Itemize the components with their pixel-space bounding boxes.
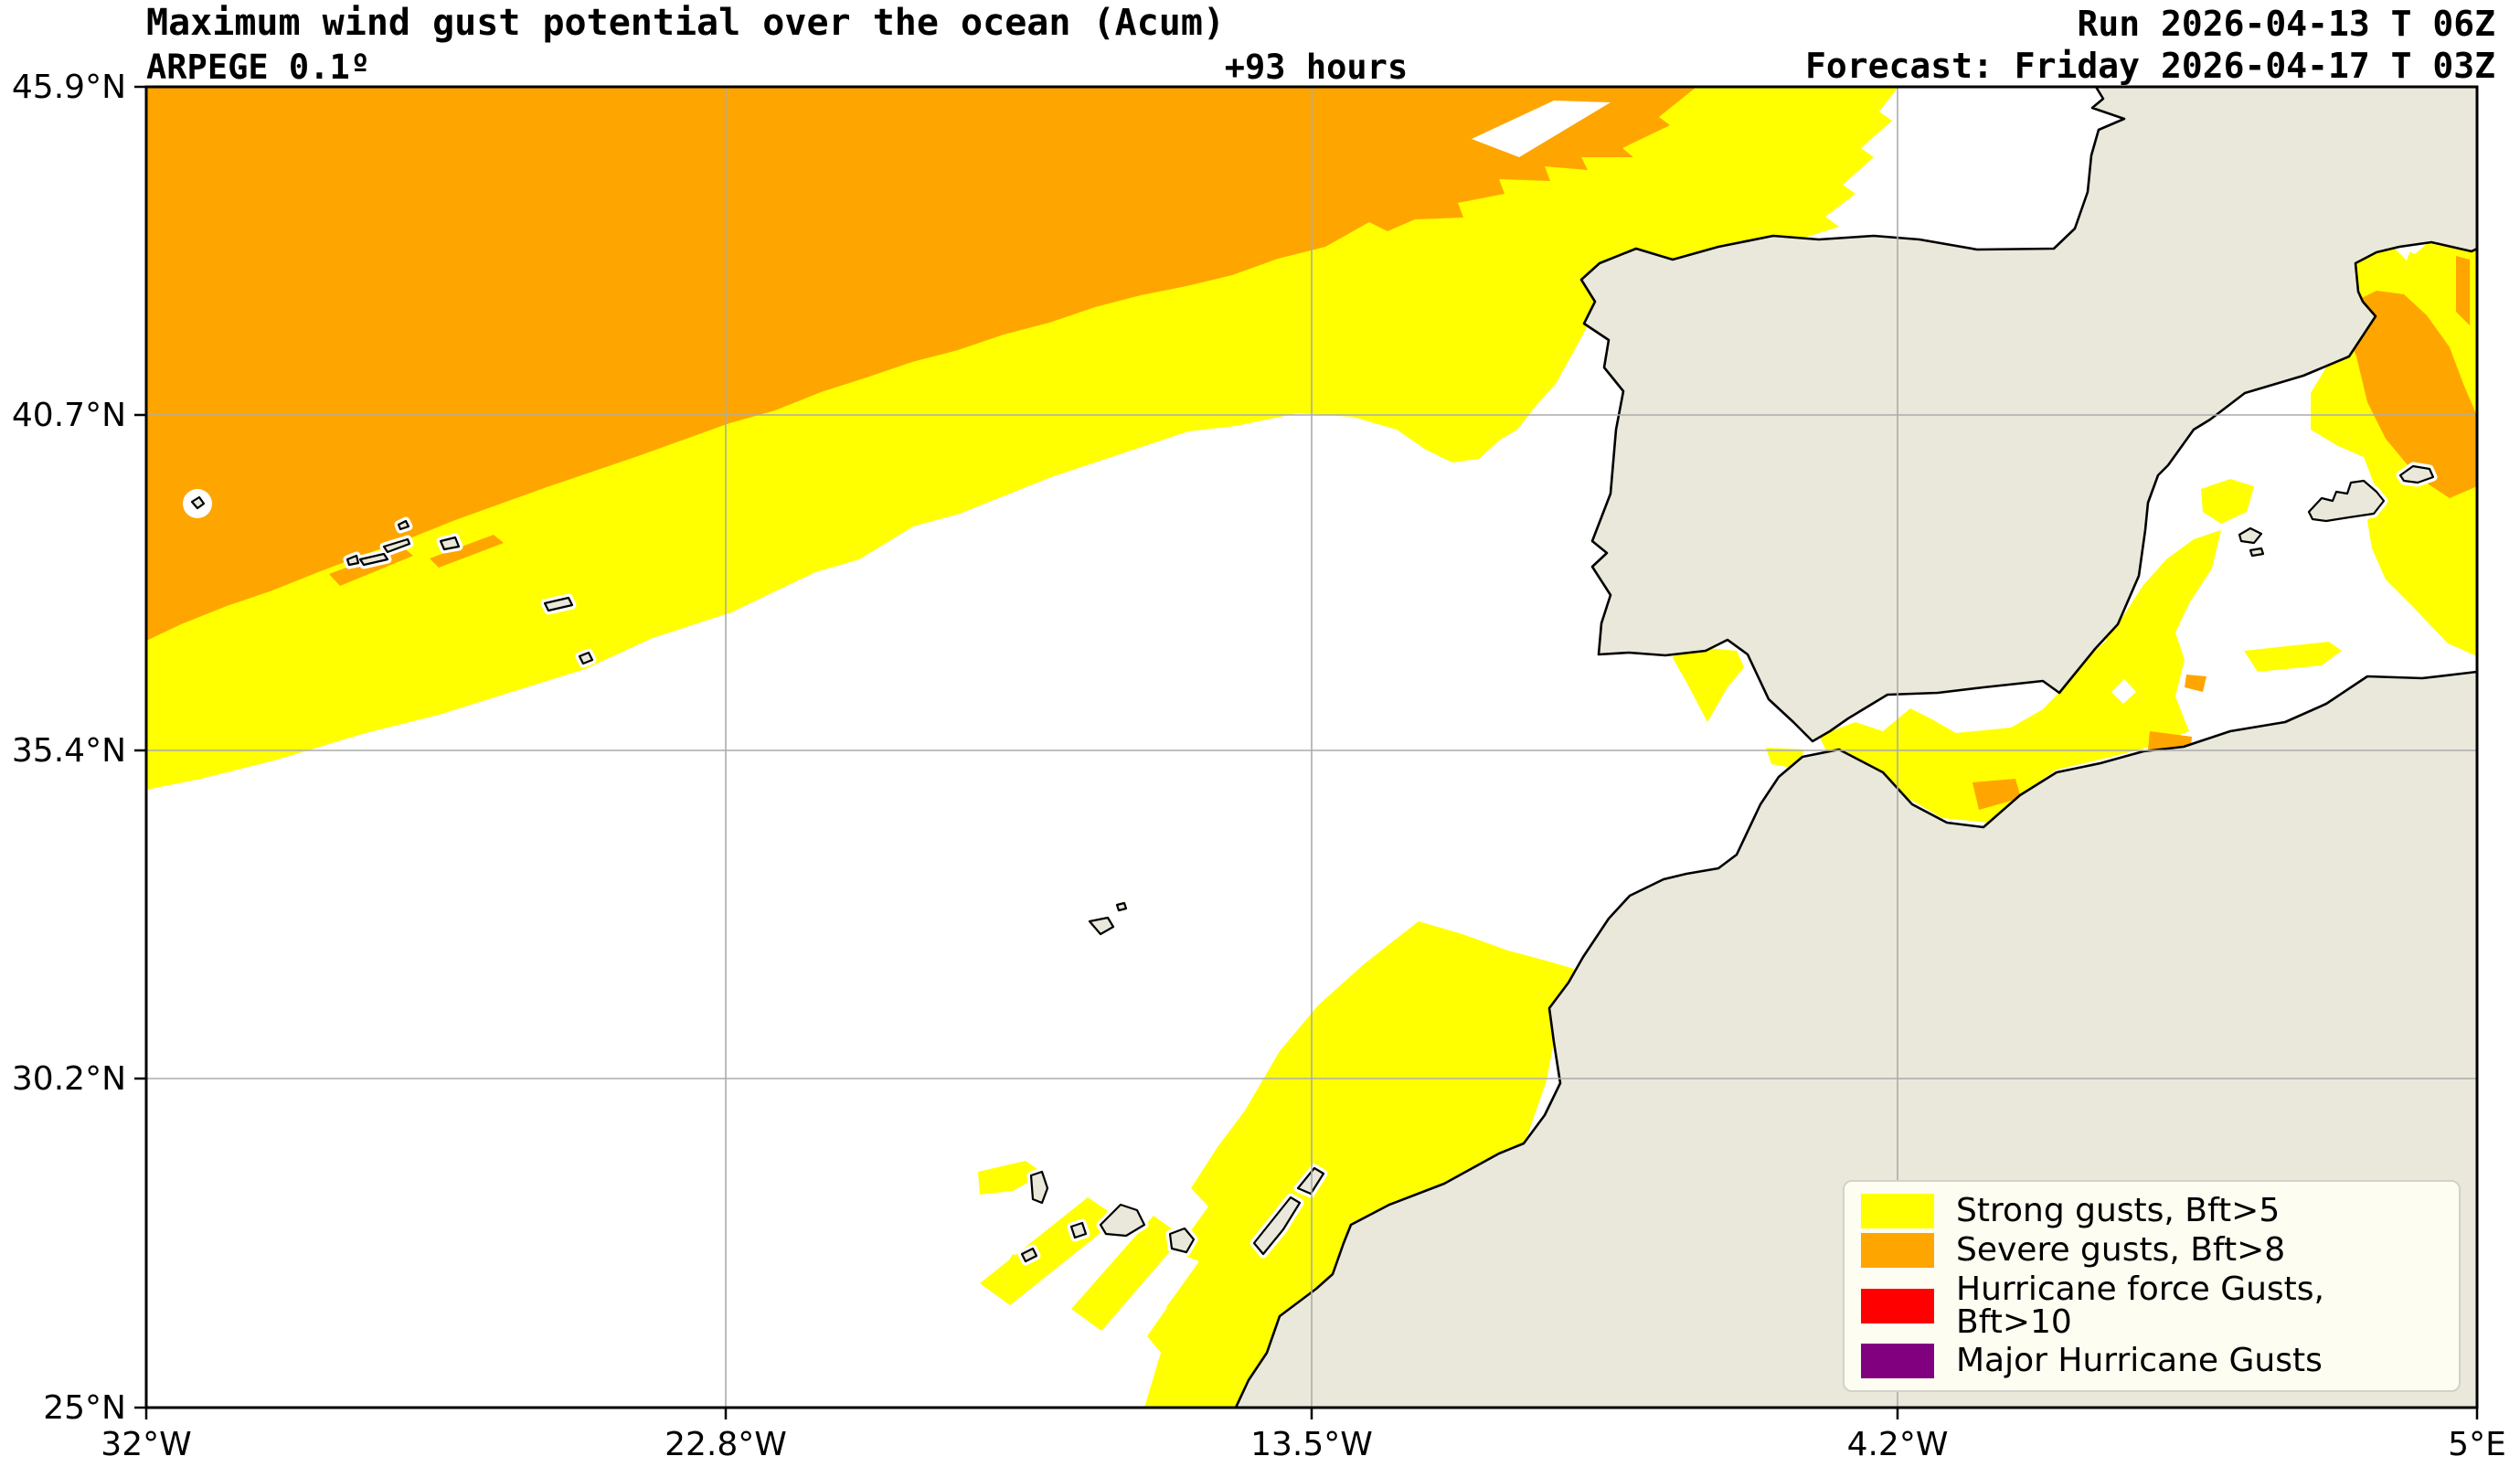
- x-tick-label: 4.2°W: [1847, 1426, 1949, 1463]
- strong-gust-region: [1157, 921, 1574, 1408]
- legend-color-swatch: [1861, 1344, 1934, 1379]
- island: [439, 536, 461, 551]
- legend-item: Hurricane force Gusts, Bft>10: [1861, 1270, 2442, 1341]
- severe-gust-region: [146, 87, 1696, 641]
- island: [543, 596, 574, 612]
- island: [190, 495, 206, 510]
- legend-item: Major Hurricane Gusts: [1861, 1342, 2442, 1380]
- severe-gust-region: [2345, 291, 2477, 498]
- strong-gust-region: [978, 1161, 1044, 1195]
- legend-item: Strong gusts, Bft>5: [1861, 1191, 2442, 1229]
- island: [382, 537, 411, 554]
- y-tick-label: 30.2°N: [12, 1060, 126, 1098]
- strong-gust-region: [1071, 1216, 1183, 1331]
- model-resolution-label: ARPEGE 0.1º: [146, 48, 371, 87]
- island: [1168, 1227, 1196, 1254]
- strong-gust-region: [2244, 642, 2342, 672]
- x-tick-label: 22.8°W: [665, 1426, 787, 1463]
- island: [1099, 1203, 1146, 1238]
- island: [578, 651, 594, 665]
- island: [1252, 1196, 1302, 1256]
- y-tick-label: 40.7°N: [12, 397, 126, 434]
- y-tick-label: 25°N: [43, 1389, 126, 1427]
- severe-gust-region: [1972, 779, 2021, 810]
- island: [1115, 901, 1128, 912]
- legend-item: Severe gusts, Bft>8: [1861, 1231, 2442, 1270]
- severe-gust-region: [2185, 675, 2206, 692]
- landmass: [1579, 87, 2477, 743]
- calm-gap: [2111, 679, 2136, 704]
- island: [2307, 479, 2386, 523]
- island: [397, 519, 410, 531]
- island: [358, 552, 389, 567]
- map-legend: Strong gusts, Bft>5 Severe gusts, Bft>8 Hu…: [1843, 1180, 2461, 1392]
- island: [1069, 1221, 1088, 1239]
- severe-gust-region: [2456, 256, 2470, 325]
- model-run-timestamp: Run 2026-04-13 T 06Z: [2077, 4, 2495, 44]
- legend-label: Severe gusts, Bft>8: [1956, 1231, 2286, 1270]
- island: [2249, 547, 2265, 558]
- severe-gust-region: [430, 535, 504, 568]
- map-title: Maximum wind gust potential over the oce…: [146, 2, 1226, 44]
- legend-color-swatch: [1861, 1233, 1934, 1269]
- y-tick-label: 35.4°N: [12, 732, 126, 770]
- island: [1088, 916, 1115, 936]
- y-tick-label: 45.9°N: [12, 69, 126, 106]
- island: [2238, 526, 2263, 545]
- legend-color-swatch: [1861, 1193, 1934, 1228]
- island: [346, 554, 360, 567]
- legend-label: Major Hurricane Gusts: [1956, 1342, 2323, 1380]
- island: [1020, 1247, 1038, 1263]
- strong-gust-region: [1673, 645, 1744, 722]
- x-tick-label: 32°W: [101, 1426, 191, 1463]
- forecast-lead-time: +93 hours: [1224, 48, 1409, 87]
- island: [2398, 464, 2435, 484]
- island: [1296, 1166, 1325, 1196]
- strong-gust-region: [1002, 1254, 1044, 1288]
- legend-color-swatch: [1861, 1288, 1934, 1323]
- calm-gap: [1472, 101, 1611, 157]
- forecast-valid-timestamp: Forecast: Friday 2026-04-17 T 03Z: [1805, 46, 2495, 86]
- strong-gust-region: [2201, 479, 2254, 524]
- x-tick-label: 13.5°W: [1250, 1426, 1373, 1463]
- strong-gust-region: [1144, 1261, 1232, 1408]
- island: [1029, 1170, 1049, 1205]
- legend-label: Hurricane force Gusts, Bft>10: [1956, 1270, 2324, 1341]
- calm-gap: [2395, 244, 2413, 260]
- strong-gust-region: [1819, 530, 2221, 823]
- legend-label: Strong gusts, Bft>5: [1956, 1191, 2281, 1229]
- x-tick-label: 5°E: [2448, 1426, 2506, 1463]
